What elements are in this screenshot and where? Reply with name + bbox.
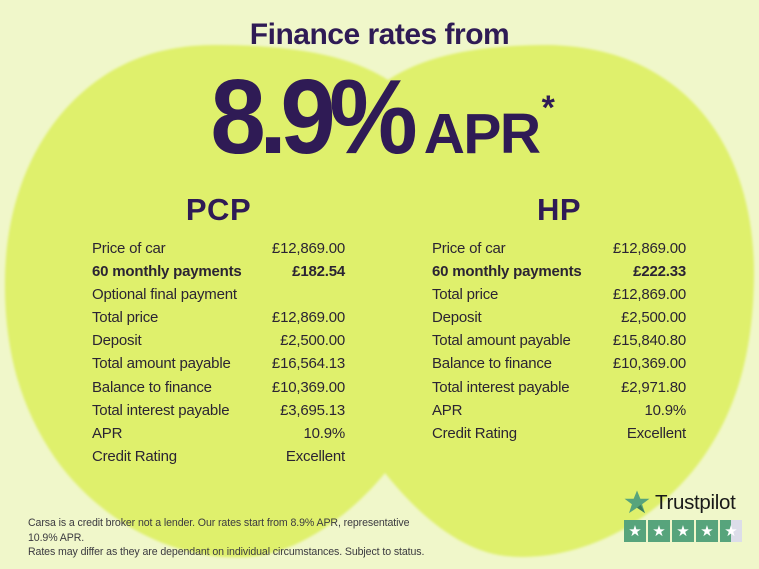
table-row: APR 10.9% [92,425,345,448]
table-row: 60 monthly payments £222.33 [432,263,686,286]
row-value: £12,869.00 [271,240,345,257]
disclaimer-line-2: Rates may differ as they are dependant o… [28,546,425,559]
trustpilot-logo: Trustpilot [624,489,744,516]
page-title: Finance rates from [249,18,510,51]
rating-star-box: ★ [624,520,646,542]
row-label: Deposit [92,332,142,350]
table-row: Total interest payable £2,971.80 [432,379,686,402]
row-value: £10,369.00 [612,355,686,373]
row-value: £3,695.13 [280,401,345,419]
rating-star-icon: ★ [700,522,714,540]
table-row: Price of car £12,869.00 [92,240,345,263]
row-label: Balance to finance [432,355,552,373]
row-value: £182.54 [292,263,345,281]
rating-star-box: ★ [648,520,670,542]
row-label: 60 monthly payments [92,263,242,281]
pcp-title: PCP [185,192,252,227]
footnote-asterisk: * [541,89,555,127]
right-blob [318,45,755,557]
row-label: Total interest payable [432,378,570,396]
table-row: Balance to finance £10,369.00 [432,355,686,378]
hp-rows: Price of car £12,869.00 60 monthly payme… [432,240,686,448]
trustpilot-rating-stars: ★ ★ ★ ★ ★ [624,520,744,542]
row-value: Excellent [626,424,686,442]
table-row: APR 10.9% [432,402,686,425]
rating-star-box: ★ [696,520,718,542]
row-value: 10.9% [303,424,345,442]
row-value: £16,564.13 [271,355,345,373]
table-row: Total price £12,869.00 [92,309,345,332]
row-value: £2,971.80 [621,378,686,396]
row-label: Credit Rating [92,447,177,465]
row-label: Price of car [432,240,506,257]
table-row: Deposit £2,500.00 [92,332,345,355]
table-row: Total price £12,869.00 [432,286,686,309]
row-value: £12,869.00 [271,309,345,327]
rating-star-box: ★ [672,520,694,542]
rate-unit: APR [423,102,541,166]
row-label: Deposit [432,309,482,327]
row-value: 10.9% [644,401,686,419]
table-row: Optional final payment [92,286,345,309]
rating-star-icon: ★ [724,522,738,540]
headline-rate: 8.9% APR * [0,64,759,170]
table-row: Balance to finance £10,369.00 [92,379,345,402]
row-label: Total price [92,309,159,327]
row-value: Excellent [285,447,345,465]
row-value: £12,869.00 [612,240,686,257]
row-value: £10,369.00 [271,378,345,396]
trustpilot-brand-text: Trustpilot [655,490,736,514]
row-label: 60 monthly payments [432,263,582,281]
row-label: Price of car [92,240,166,257]
row-label: Total interest payable [92,401,230,419]
table-row: Total amount payable £15,840.80 [432,332,686,355]
row-value: £2,500.00 [280,332,345,350]
row-label: APR [92,424,123,442]
row-label: Total price [432,286,499,304]
hp-table: HP Price of car £12,869.00 60 monthly pa… [432,193,686,448]
row-label: Optional final payment [92,286,237,304]
table-row: 60 monthly payments £182.54 [92,263,345,286]
row-label: Total amount payable [432,332,571,350]
pcp-table: PCP Price of car £12,869.00 60 monthly p… [92,193,345,471]
row-label: APR [432,401,463,419]
row-label: Credit Rating [432,424,517,442]
table-row: Price of car £12,869.00 [432,240,686,263]
table-row: Deposit £2,500.00 [432,309,686,332]
table-row: Credit Rating Excellent [92,448,345,471]
rating-star-icon: ★ [628,522,642,540]
row-label: Total amount payable [92,355,231,373]
disclaimer-line-1: Carsa is a credit broker not a lender. O… [28,517,410,544]
rating-star-box-half: ★ [720,520,742,542]
table-row: Total interest payable £3,695.13 [92,402,345,425]
row-value: £15,840.80 [612,332,686,350]
rating-star-icon: ★ [676,522,690,540]
pcp-rows: Price of car £12,869.00 60 monthly payme… [92,240,345,471]
row-value: £2,500.00 [621,309,686,327]
row-label: Balance to finance [92,378,212,396]
rate-value: 8.9% [210,58,418,176]
trustpilot-widget[interactable]: Trustpilot ★ ★ ★ ★ ★ [624,489,744,542]
hp-title: HP [536,192,582,227]
row-value: £222.33 [633,263,686,281]
trustpilot-star-icon [624,490,650,513]
table-row: Credit Rating Excellent [432,425,686,448]
rating-star-icon: ★ [652,522,666,540]
legal-disclaimer: Carsa is a credit broker not a lender. O… [28,516,428,560]
row-value: £12,869.00 [612,286,686,304]
table-row: Total amount payable £16,564.13 [92,355,345,378]
